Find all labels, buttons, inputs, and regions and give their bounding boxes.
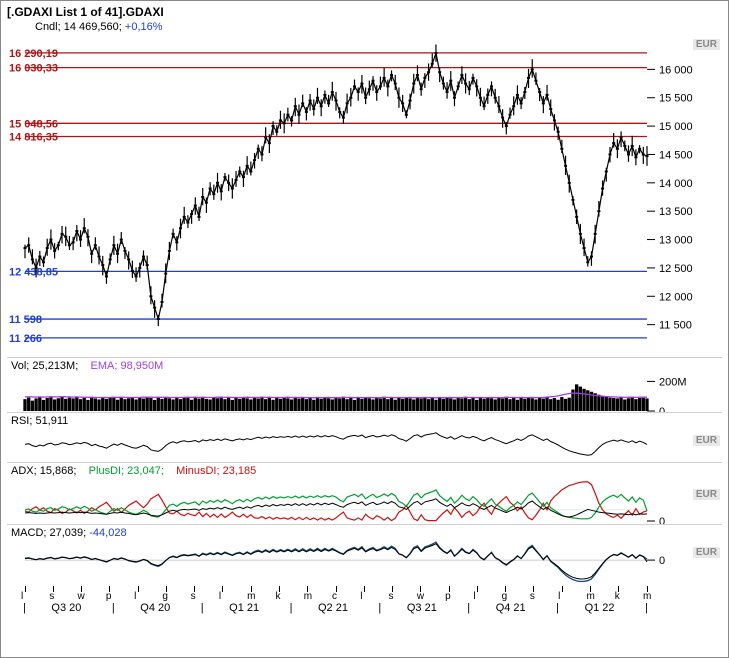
xaxis-major-label: Q1 22 <box>585 602 615 614</box>
xaxis-minor-tick: m <box>304 591 312 602</box>
xaxis-minor-tick: w <box>78 591 85 602</box>
xaxis-minor-tick: g <box>502 591 508 602</box>
xaxis-minor-tick: s <box>530 591 535 602</box>
svg-text:15 000: 15 000 <box>659 121 693 133</box>
adx-text: ADX; 15,868; <box>11 465 76 477</box>
vol-text: Vol; 25,213M; <box>11 360 78 372</box>
subtitle-change: +0,16% <box>125 21 163 33</box>
xaxis-major-label: Q4 21 <box>496 602 526 614</box>
rsi-panel: RSI; 51,911 EUR <box>7 412 722 462</box>
svg-text:16 000: 16 000 <box>659 64 693 76</box>
svg-text:16 030,33: 16 030,33 <box>9 63 58 75</box>
svg-text:14 000: 14 000 <box>659 178 693 190</box>
xaxis-major-label: Q3 20 <box>51 602 81 614</box>
macd-value: -44,028 <box>89 527 126 539</box>
xaxis-minor-tick: c <box>332 591 337 602</box>
macd-text: MACD; 27,039; <box>11 527 89 539</box>
xaxis-minor-tick: m <box>586 591 594 602</box>
xaxis-minor-tick: l <box>21 591 23 602</box>
xaxis-minor-tick: m <box>643 591 651 602</box>
subtitle-cndl: Cndl; 14 469,560; <box>35 21 125 33</box>
svg-text:11 266: 11 266 <box>9 333 42 345</box>
xaxis-minor-tick: l <box>473 591 475 602</box>
xaxis-minor-tick: k <box>275 591 280 602</box>
svg-text:200M: 200M <box>659 376 687 388</box>
xaxis-minor-tick: w <box>417 591 424 602</box>
xaxis-major-label: Q3 21 <box>407 602 437 614</box>
volume-label: Vol; 25,213M; EMA; 98,950M <box>11 360 163 372</box>
macd-label: MACD; 27,039; -44,028 <box>11 527 127 539</box>
rsi-label: RSI; 51,911 <box>11 415 68 427</box>
price-chart-svg: 11 500 12 000 12 500 13 000 13 500 14 000 14 5… <box>7 37 719 357</box>
xaxis-major-label: Q2 21 <box>318 602 348 614</box>
svg-text:11 598: 11 598 <box>9 314 42 326</box>
svg-text:14 816,35: 14 816,35 <box>9 132 58 144</box>
svg-text:12 500: 12 500 <box>659 263 693 275</box>
xaxis-minor-tick: s <box>389 591 394 602</box>
svg-text:12 000: 12 000 <box>659 291 693 303</box>
x-axis: lswplgslmkmclswplgslmkm|Q3 20|Q4 20|Q1 2… <box>7 586 722 616</box>
xaxis-minor-tick: l <box>360 591 362 602</box>
xaxis-minor-tick: s <box>49 591 54 602</box>
minusdi-label: MinusDI; 23,185 <box>176 465 256 477</box>
xaxis-minor-tick: s <box>191 591 196 602</box>
xaxis-minor-tick: l <box>219 591 221 602</box>
xaxis-minor-tick: l <box>558 591 560 602</box>
xaxis-minor-tick: m <box>247 591 255 602</box>
svg-text:14 500: 14 500 <box>659 149 693 161</box>
svg-text:0: 0 <box>659 555 665 567</box>
svg-text:13 500: 13 500 <box>659 206 693 218</box>
xaxis-minor-tick: g <box>162 591 168 602</box>
plusdi-label: PlusDI; 23,047; <box>89 465 164 477</box>
svg-text:15 500: 15 500 <box>659 93 693 105</box>
rsi-chart-svg <box>7 413 719 463</box>
svg-text:13 000: 13 000 <box>659 235 693 247</box>
xaxis-minor-tick: p <box>445 591 451 602</box>
svg-text:15 048,56: 15 048,56 <box>9 118 58 130</box>
svg-text:16 290,19: 16 290,19 <box>9 48 58 60</box>
xaxis-major-label: Q1 21 <box>229 602 259 614</box>
adx-label: ADX; 15,868; PlusDI; 23,047; MinusDI; 23… <box>11 465 256 477</box>
xaxis-minor-tick: l <box>134 591 136 602</box>
adx-panel: ADX; 15,868; PlusDI; 23,047; MinusDI; 23… <box>7 462 722 524</box>
xaxis-minor-tick: k <box>615 591 620 602</box>
xaxis-major-label: Q4 20 <box>140 602 170 614</box>
ema-label: EMA; 98,950M <box>91 360 164 372</box>
chart-title: [.GDAXI List 1 of 41].GDAXI <box>7 5 722 19</box>
chart-container: [.GDAXI List 1 of 41].GDAXI Cndl; 14 469… <box>0 0 729 658</box>
volume-panel: Vol; 25,213M; EMA; 98,950M 0200M <box>7 357 722 412</box>
svg-text:11 500: 11 500 <box>659 320 692 332</box>
xaxis-minor-tick: p <box>106 591 112 602</box>
chart-subtitle: Cndl; 14 469,560; +0,16% <box>7 21 722 33</box>
price-panel: EUR 11 50012 00012 50013 00013 50014 000… <box>7 37 722 357</box>
macd-panel: MACD; 27,039; -44,028 EUR 0 <box>7 524 722 586</box>
svg-text:12 438,85: 12 438,85 <box>9 266 58 278</box>
